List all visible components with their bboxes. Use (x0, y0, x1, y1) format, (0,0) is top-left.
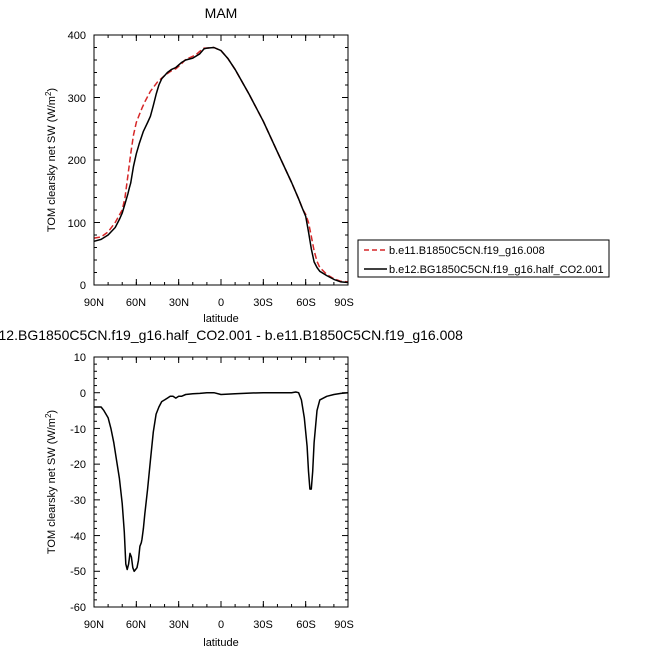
top-xtick-label: 90S (334, 297, 354, 309)
bottom-ytick-label: -10 (70, 424, 86, 436)
top-xtick-label: 30N (169, 297, 189, 309)
legend-box (357, 239, 610, 278)
bottom-series-group (94, 391, 349, 573)
top-ytick-label: 300 (68, 93, 86, 105)
top-series-line-1 (93, 46, 349, 284)
top-series-line-0 (93, 46, 349, 283)
bottom-ytick-label: -20 (70, 459, 86, 471)
bottom-xtick-label: 0 (218, 619, 224, 631)
legend-label: b.e11.B1850C5CN.f19_g16.008 (389, 245, 545, 257)
bottom-ytick-label: 0 (80, 388, 86, 400)
bottom-panel: b.e12.BG1850C5CN.f19_g16.half_CO2.001 - … (0, 327, 463, 649)
bottom-chart-title: b.e12.BG1850C5CN.f19_g16.half_CO2.001 - … (0, 327, 463, 343)
bottom-xtick-label: 90S (334, 619, 354, 631)
legend: b.e11.B1850C5CN.f19_g16.008 b.e12.BG1850… (357, 239, 610, 278)
bottom-xtick-label: 90N (84, 619, 104, 631)
top-xtick-label: 30S (253, 297, 273, 309)
top-ytick-label: 0 (80, 280, 86, 292)
bottom-ticks-group (93, 356, 349, 608)
bottom-xtick-label: 30N (169, 619, 189, 631)
top-y-axis-title: TOM clearsky net SW (W/m2) (44, 88, 58, 232)
top-xtick-label: 60S (296, 297, 316, 309)
bottom-ytick-label: 10 (74, 352, 86, 364)
legend-label: b.e12.BG1850C5CN.f19_g16.half_CO2.001 (389, 264, 604, 276)
bottom-ytick-label: -30 (70, 495, 86, 507)
top-ytick-label: 100 (68, 218, 86, 230)
top-series-group (93, 46, 349, 284)
bottom-xtick-label: 30S (253, 619, 273, 631)
top-xtick-label: 0 (218, 297, 224, 309)
bottom-y-axis-title: TOM clearsky net SW (W/m2) (44, 410, 58, 554)
bottom-xtick-label: 60S (296, 619, 316, 631)
bottom-ytick-label: -40 (70, 531, 86, 543)
bottom-xtick-label: 60N (126, 619, 146, 631)
top-ytick-label: 400 (68, 30, 86, 42)
top-xtick-label: 90N (84, 297, 104, 309)
top-x-axis-title: latitude (203, 313, 238, 325)
bottom-ytick-label: -60 (70, 602, 86, 614)
bottom-ytick-label: -50 (70, 566, 86, 578)
top-plot-frame (93, 34, 349, 286)
top-panel: MAM 0 100 200 300 400 90N 60N 30N 0 30S … (44, 5, 354, 325)
top-ytick-label: 200 (68, 155, 86, 167)
top-ticks-group (93, 34, 349, 286)
bottom-series-line-0 (94, 391, 349, 573)
bottom-x-axis-title: latitude (203, 637, 238, 649)
top-xtick-label: 60N (126, 297, 146, 309)
top-chart-title: MAM (205, 5, 238, 21)
